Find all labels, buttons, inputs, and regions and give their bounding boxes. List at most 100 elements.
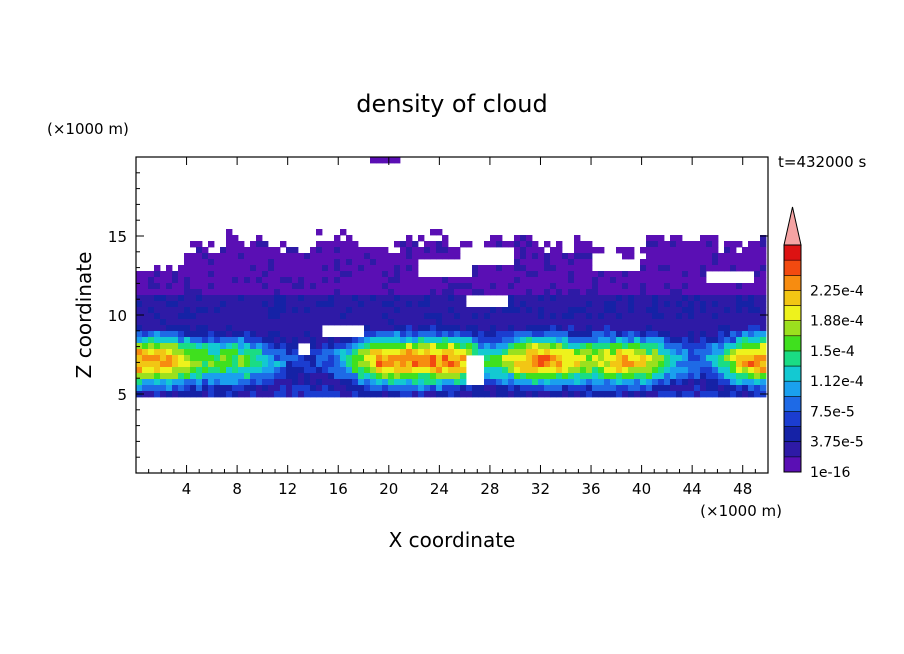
density-cell bbox=[358, 289, 365, 296]
density-cell bbox=[568, 307, 575, 314]
density-cell bbox=[460, 373, 467, 380]
density-cell bbox=[328, 355, 335, 362]
density-cell bbox=[304, 319, 311, 326]
density-cell bbox=[460, 307, 467, 314]
density-cell bbox=[580, 319, 587, 326]
density-cell bbox=[376, 373, 383, 380]
density-cell bbox=[142, 355, 149, 362]
density-cell bbox=[742, 295, 749, 302]
density-cell bbox=[376, 361, 383, 368]
density-cell bbox=[712, 295, 719, 302]
density-cell bbox=[370, 313, 377, 320]
density-cell bbox=[568, 265, 575, 272]
density-cell bbox=[754, 289, 761, 296]
density-cell bbox=[718, 337, 725, 344]
density-cell bbox=[208, 319, 215, 326]
density-cell bbox=[442, 349, 449, 356]
density-cell bbox=[346, 277, 353, 284]
density-cell bbox=[664, 319, 671, 326]
density-cell bbox=[154, 319, 161, 326]
density-cell bbox=[526, 331, 533, 338]
density-cell bbox=[748, 241, 755, 248]
density-cell bbox=[760, 373, 767, 380]
density-cell bbox=[358, 271, 365, 278]
density-cell bbox=[526, 265, 533, 272]
density-cell bbox=[358, 265, 365, 272]
density-cell bbox=[448, 367, 455, 374]
density-cell bbox=[190, 367, 197, 374]
density-cell bbox=[688, 325, 695, 332]
density-cell bbox=[220, 289, 227, 296]
density-cell bbox=[214, 307, 221, 314]
density-cell bbox=[760, 313, 767, 320]
density-cell bbox=[382, 325, 389, 332]
density-cell bbox=[226, 259, 233, 266]
density-cell bbox=[352, 289, 359, 296]
density-cell bbox=[298, 367, 305, 374]
density-cell bbox=[640, 265, 647, 272]
density-cell bbox=[244, 265, 251, 272]
density-cell bbox=[160, 325, 167, 332]
density-cell bbox=[370, 289, 377, 296]
density-cell bbox=[208, 295, 215, 302]
density-cell bbox=[748, 301, 755, 308]
density-cell bbox=[268, 349, 275, 356]
density-cell bbox=[376, 355, 383, 362]
density-cell bbox=[184, 349, 191, 356]
density-cell bbox=[412, 253, 419, 260]
density-cell bbox=[736, 349, 743, 356]
density-cell bbox=[412, 241, 419, 248]
density-cell bbox=[148, 271, 155, 278]
density-cell bbox=[670, 301, 677, 308]
density-cell bbox=[622, 379, 629, 386]
density-cell bbox=[358, 391, 365, 398]
density-cell bbox=[424, 325, 431, 332]
density-cell bbox=[250, 313, 257, 320]
density-cell bbox=[178, 325, 185, 332]
density-cell bbox=[694, 367, 701, 374]
density-cell bbox=[670, 295, 677, 302]
density-cell bbox=[592, 289, 599, 296]
density-cell bbox=[628, 313, 635, 320]
density-cell bbox=[580, 337, 587, 344]
density-cell bbox=[478, 307, 485, 314]
density-cell bbox=[256, 247, 263, 254]
density-cell bbox=[448, 361, 455, 368]
density-cell bbox=[406, 325, 413, 332]
density-cell bbox=[196, 289, 203, 296]
density-cell bbox=[364, 265, 371, 272]
density-cell bbox=[748, 385, 755, 392]
density-cell bbox=[346, 259, 353, 266]
density-cell bbox=[682, 343, 689, 350]
density-cell bbox=[520, 385, 527, 392]
density-cell bbox=[760, 277, 767, 284]
density-cell bbox=[424, 355, 431, 362]
density-cell bbox=[160, 385, 167, 392]
density-cell bbox=[328, 277, 335, 284]
density-cell bbox=[616, 289, 623, 296]
x-tick-label: 20 bbox=[379, 480, 398, 498]
density-cell bbox=[448, 289, 455, 296]
density-cell bbox=[658, 289, 665, 296]
density-cell bbox=[502, 337, 509, 344]
density-cell bbox=[280, 289, 287, 296]
density-cell bbox=[382, 367, 389, 374]
density-cell bbox=[298, 331, 305, 338]
density-cell bbox=[322, 367, 329, 374]
density-cell bbox=[406, 349, 413, 356]
density-cell bbox=[466, 283, 473, 290]
density-cell bbox=[748, 361, 755, 368]
density-cell bbox=[322, 241, 329, 248]
density-cell bbox=[454, 283, 461, 290]
density-cell bbox=[526, 295, 533, 302]
density-cell bbox=[742, 301, 749, 308]
density-cell bbox=[664, 367, 671, 374]
density-cell bbox=[142, 295, 149, 302]
density-cell bbox=[250, 259, 257, 266]
density-cell bbox=[448, 355, 455, 362]
density-cell bbox=[238, 325, 245, 332]
density-cell bbox=[310, 277, 317, 284]
density-cell bbox=[418, 379, 425, 386]
density-cell bbox=[346, 253, 353, 260]
density-cell bbox=[376, 247, 383, 254]
